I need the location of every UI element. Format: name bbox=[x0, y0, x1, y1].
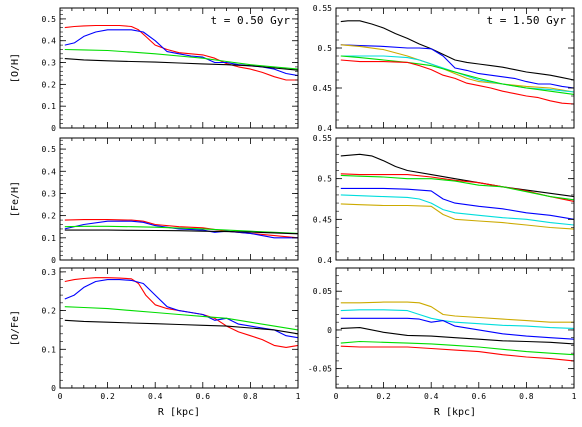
top-left-ytick-label: 0.2 bbox=[42, 80, 57, 89]
top-right-annotation: t = 1.50 Gyr bbox=[487, 14, 567, 27]
middle-left-ytick-label: 0.2 bbox=[42, 212, 57, 221]
bottom-right-ytick-label: 0 bbox=[327, 326, 332, 335]
top-left-series-2-line bbox=[64, 48, 299, 70]
middle-right-ytick-label: 0.5 bbox=[318, 175, 333, 184]
top-right-ytick-label: 0.5 bbox=[318, 44, 333, 53]
top-left-ytick-label: 0.1 bbox=[42, 102, 57, 111]
bottom-left-xtick-label: 0.8 bbox=[243, 392, 258, 401]
middle-right-series-0-line bbox=[340, 153, 575, 198]
middle-left-series-3-line bbox=[64, 229, 299, 235]
top-left-series-3-line bbox=[64, 58, 299, 71]
middle-left-series-2-line bbox=[64, 225, 299, 234]
bottom-left-ytick-label: 0.1 bbox=[42, 345, 57, 354]
top-left-ytick-label: 0.5 bbox=[42, 15, 57, 24]
bottom-right-ytick-label: -0.05 bbox=[308, 365, 332, 374]
middle-right-series-3-line bbox=[340, 187, 575, 220]
top-right-ytick-label: 0.55 bbox=[313, 4, 332, 13]
bottom-left-xtick-label: 0.2 bbox=[100, 392, 115, 401]
bottom-right-series-1-line bbox=[340, 309, 575, 329]
bottom-right-series-4-line bbox=[340, 340, 575, 356]
bottom-right-series-3-line bbox=[340, 327, 575, 345]
middle-right-ytick-label: 0.4 bbox=[318, 256, 333, 265]
middle-right-series-5-line bbox=[340, 203, 575, 230]
middle-right-series-1-line bbox=[340, 173, 575, 202]
middle-left-frame bbox=[59, 137, 299, 261]
top-left-ytick-label: 0 bbox=[51, 124, 56, 133]
bottom-left-series-0-line bbox=[64, 277, 299, 348]
bottom-right-series-0-line bbox=[340, 301, 574, 323]
bottom-right-xtick-label: 0 bbox=[334, 392, 339, 401]
bottom-left-ytick-label: 0 bbox=[51, 384, 56, 393]
top-left-ytick-label: 0.4 bbox=[42, 37, 57, 46]
bottom-left-series-2-line bbox=[64, 306, 299, 331]
top-left-ylabel: [O/H] bbox=[10, 53, 21, 83]
bottom-left-series-1-line bbox=[64, 279, 299, 339]
bottom-left-ylabel: [O/Fe] bbox=[10, 310, 21, 346]
top-left-ytick-label: 0.3 bbox=[42, 59, 57, 68]
bottom-right-xtick-label: 0.2 bbox=[376, 392, 391, 401]
bottom-right-xlabel: R [kpc] bbox=[434, 407, 476, 418]
middle-right-ytick-label: 0.55 bbox=[313, 134, 332, 143]
middle-right-series-4-line bbox=[340, 194, 575, 226]
top-right-series-4-line bbox=[340, 55, 575, 95]
middle-left-ytick-label: 0.3 bbox=[42, 189, 57, 198]
top-right-series-2-line bbox=[340, 44, 575, 93]
top-right-series-1-line bbox=[340, 44, 575, 89]
middle-right-ytick-label: 0.45 bbox=[313, 215, 332, 224]
bottom-right-xtick-label: 1 bbox=[572, 392, 577, 401]
bottom-left-xlabel: R [kpc] bbox=[158, 407, 200, 418]
middle-left-ytick-label: 0.5 bbox=[42, 145, 57, 154]
bottom-right-series-2-line bbox=[340, 317, 575, 340]
bottom-left-xtick-label: 0.6 bbox=[196, 392, 211, 401]
bottom-left-xtick-label: 1 bbox=[296, 392, 301, 401]
top-right-series-0-line bbox=[340, 20, 575, 81]
middle-right-series-2-line bbox=[340, 174, 575, 201]
bottom-left-ytick-label: 0.3 bbox=[42, 268, 57, 277]
bottom-right-ytick-label: 0.05 bbox=[313, 287, 332, 296]
bottom-left-series-3-line bbox=[64, 319, 299, 335]
bottom-right-xtick-label: 0.4 bbox=[424, 392, 439, 401]
bottom-left-xtick-label: 0 bbox=[58, 392, 63, 401]
bottom-left-ytick-label: 0.2 bbox=[42, 307, 57, 316]
middle-left-ylabel: [Fe/H] bbox=[10, 181, 21, 217]
top-right-series-5-line bbox=[340, 59, 575, 105]
top-right-ytick-label: 0.45 bbox=[313, 84, 332, 93]
top-left-series-0-line bbox=[64, 24, 298, 81]
bottom-right-frame bbox=[335, 267, 575, 389]
bottom-right-xtick-label: 0.6 bbox=[472, 392, 487, 401]
bottom-right-xtick-label: 0.8 bbox=[519, 392, 534, 401]
middle-left-series-1-line bbox=[64, 220, 298, 239]
top-right-ytick-label: 0.4 bbox=[318, 124, 333, 133]
middle-left-ytick-label: 0 bbox=[51, 256, 56, 265]
middle-left-ytick-label: 0.1 bbox=[42, 234, 57, 243]
middle-left-ytick-label: 0.4 bbox=[42, 167, 57, 176]
top-left-annotation: t = 0.50 Gyr bbox=[211, 14, 291, 27]
bottom-left-xtick-label: 0.4 bbox=[148, 392, 163, 401]
bottom-right-series-5-line bbox=[340, 345, 575, 362]
